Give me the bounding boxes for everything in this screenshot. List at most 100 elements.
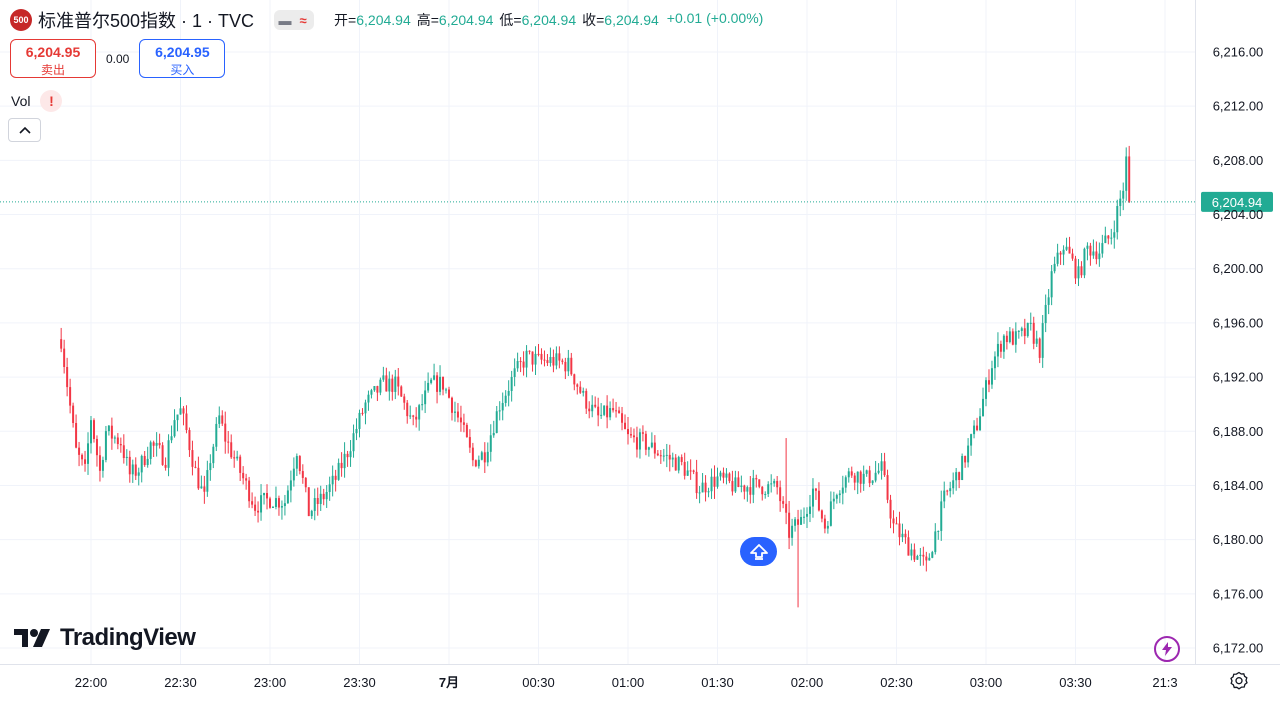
low-label: 低= bbox=[499, 12, 522, 28]
candle-body bbox=[352, 433, 355, 452]
candle-body bbox=[394, 376, 397, 392]
candle-body bbox=[501, 402, 504, 411]
minus-icon[interactable]: ▬ bbox=[278, 12, 292, 28]
lightning-icon[interactable] bbox=[1154, 636, 1180, 662]
candle-body bbox=[1083, 248, 1086, 276]
candle-body bbox=[952, 480, 955, 489]
candle-body bbox=[650, 442, 653, 448]
buy-button[interactable]: 6,204.95 买入 bbox=[139, 39, 226, 78]
candle-body bbox=[826, 525, 829, 529]
candle-body bbox=[448, 389, 450, 398]
tradingview-logo-icon bbox=[14, 629, 50, 647]
candle-body bbox=[1005, 335, 1008, 343]
candle-body bbox=[286, 490, 289, 504]
time-tick-label: 03:30 bbox=[1059, 675, 1092, 690]
candle-body bbox=[507, 390, 510, 396]
candle-body bbox=[689, 470, 692, 472]
candle-body bbox=[701, 482, 704, 493]
sell-price: 6,204.95 bbox=[25, 44, 81, 60]
candle-body bbox=[1038, 338, 1041, 358]
candle-body bbox=[683, 461, 686, 476]
candle-body bbox=[922, 554, 925, 557]
candle-body bbox=[638, 432, 641, 450]
indicator-toggle-pill[interactable]: ▬ ≈ bbox=[274, 10, 315, 30]
symbol-title[interactable]: 标准普尔500指数 · 1 · TVC bbox=[38, 11, 255, 31]
candle-body bbox=[283, 503, 286, 507]
candle-body bbox=[176, 414, 179, 421]
candle-body bbox=[832, 498, 835, 502]
candle-body bbox=[173, 420, 176, 437]
wave-icon[interactable]: ≈ bbox=[299, 12, 307, 28]
candle-body bbox=[483, 452, 486, 463]
candle-body bbox=[382, 375, 385, 380]
candle-body bbox=[1059, 252, 1062, 255]
candle-body bbox=[116, 437, 119, 445]
candle-body bbox=[973, 425, 976, 435]
candle-body bbox=[585, 390, 588, 409]
candle-body bbox=[409, 415, 412, 417]
candle-body bbox=[823, 518, 826, 529]
time-tick-label: 7月 bbox=[439, 675, 459, 690]
candle-body bbox=[1122, 190, 1125, 199]
candle-body bbox=[659, 455, 662, 457]
scroll-to-latest-button[interactable] bbox=[740, 537, 777, 566]
candle-body bbox=[346, 453, 349, 458]
candle-body bbox=[546, 360, 549, 364]
time-axis: 22:00 22:30 23:00 23:30 7月 00:30 01:00 01:30 02:… bbox=[75, 675, 1178, 690]
time-tick-label: 23:00 bbox=[254, 675, 287, 690]
candle-body bbox=[806, 513, 808, 517]
candle-body bbox=[990, 368, 993, 385]
candle-body bbox=[313, 498, 316, 511]
candle-body bbox=[161, 445, 164, 465]
candle-body bbox=[480, 452, 483, 460]
candle-body bbox=[1089, 245, 1092, 256]
candle-body bbox=[982, 398, 985, 417]
candle-body bbox=[665, 454, 668, 456]
symbol-legend: 500 标准普尔500指数 · 1 · TVC ▬ ≈ 开=6,204.94 高… bbox=[10, 8, 763, 32]
candle-body bbox=[752, 478, 755, 495]
candle-body bbox=[1053, 263, 1056, 272]
candle-body bbox=[179, 408, 182, 415]
time-tick-label: 01:00 bbox=[612, 675, 645, 690]
candle-body bbox=[588, 408, 591, 412]
volume-label[interactable]: Vol bbox=[11, 93, 31, 109]
price-tick-label: 6,184.00 bbox=[1213, 478, 1264, 493]
candle-body bbox=[1062, 249, 1065, 255]
collapse-legend-button[interactable] bbox=[8, 118, 41, 142]
candle-body bbox=[910, 549, 913, 556]
candle-body bbox=[847, 471, 850, 478]
candle-body bbox=[334, 475, 337, 480]
candle-body bbox=[740, 485, 743, 487]
candle-body bbox=[266, 493, 269, 499]
candle-body bbox=[298, 456, 301, 472]
candle-body bbox=[245, 478, 248, 481]
settings-glyph bbox=[1230, 671, 1248, 690]
sell-button[interactable]: 6,204.95 卖出 bbox=[10, 39, 96, 78]
candle-body bbox=[800, 517, 803, 525]
candle-body bbox=[662, 455, 665, 457]
candle-body bbox=[820, 510, 823, 519]
volume-indicator-legend[interactable]: Vol ! bbox=[11, 90, 63, 112]
candle-body bbox=[140, 455, 143, 473]
candle-body bbox=[734, 477, 737, 492]
candle-body bbox=[462, 422, 465, 425]
warning-icon[interactable]: ! bbox=[40, 90, 63, 112]
symbol-icon[interactable]: 500 bbox=[10, 9, 32, 31]
candle-body bbox=[456, 411, 459, 418]
candle-body bbox=[376, 386, 379, 393]
candle-body bbox=[137, 472, 140, 476]
candle-body bbox=[107, 425, 110, 432]
candle-body bbox=[421, 404, 424, 406]
price-tick-label: 6,180.00 bbox=[1213, 532, 1264, 547]
candle-body bbox=[307, 487, 310, 517]
gear-icon[interactable] bbox=[1228, 670, 1250, 692]
tradingview-logo[interactable]: TradingView bbox=[14, 624, 196, 652]
candle-body bbox=[797, 519, 800, 525]
candle-body bbox=[925, 556, 928, 561]
candle-body bbox=[486, 451, 489, 463]
candle-body bbox=[1041, 323, 1044, 358]
candle-body bbox=[868, 470, 871, 484]
candle-body bbox=[695, 471, 698, 494]
